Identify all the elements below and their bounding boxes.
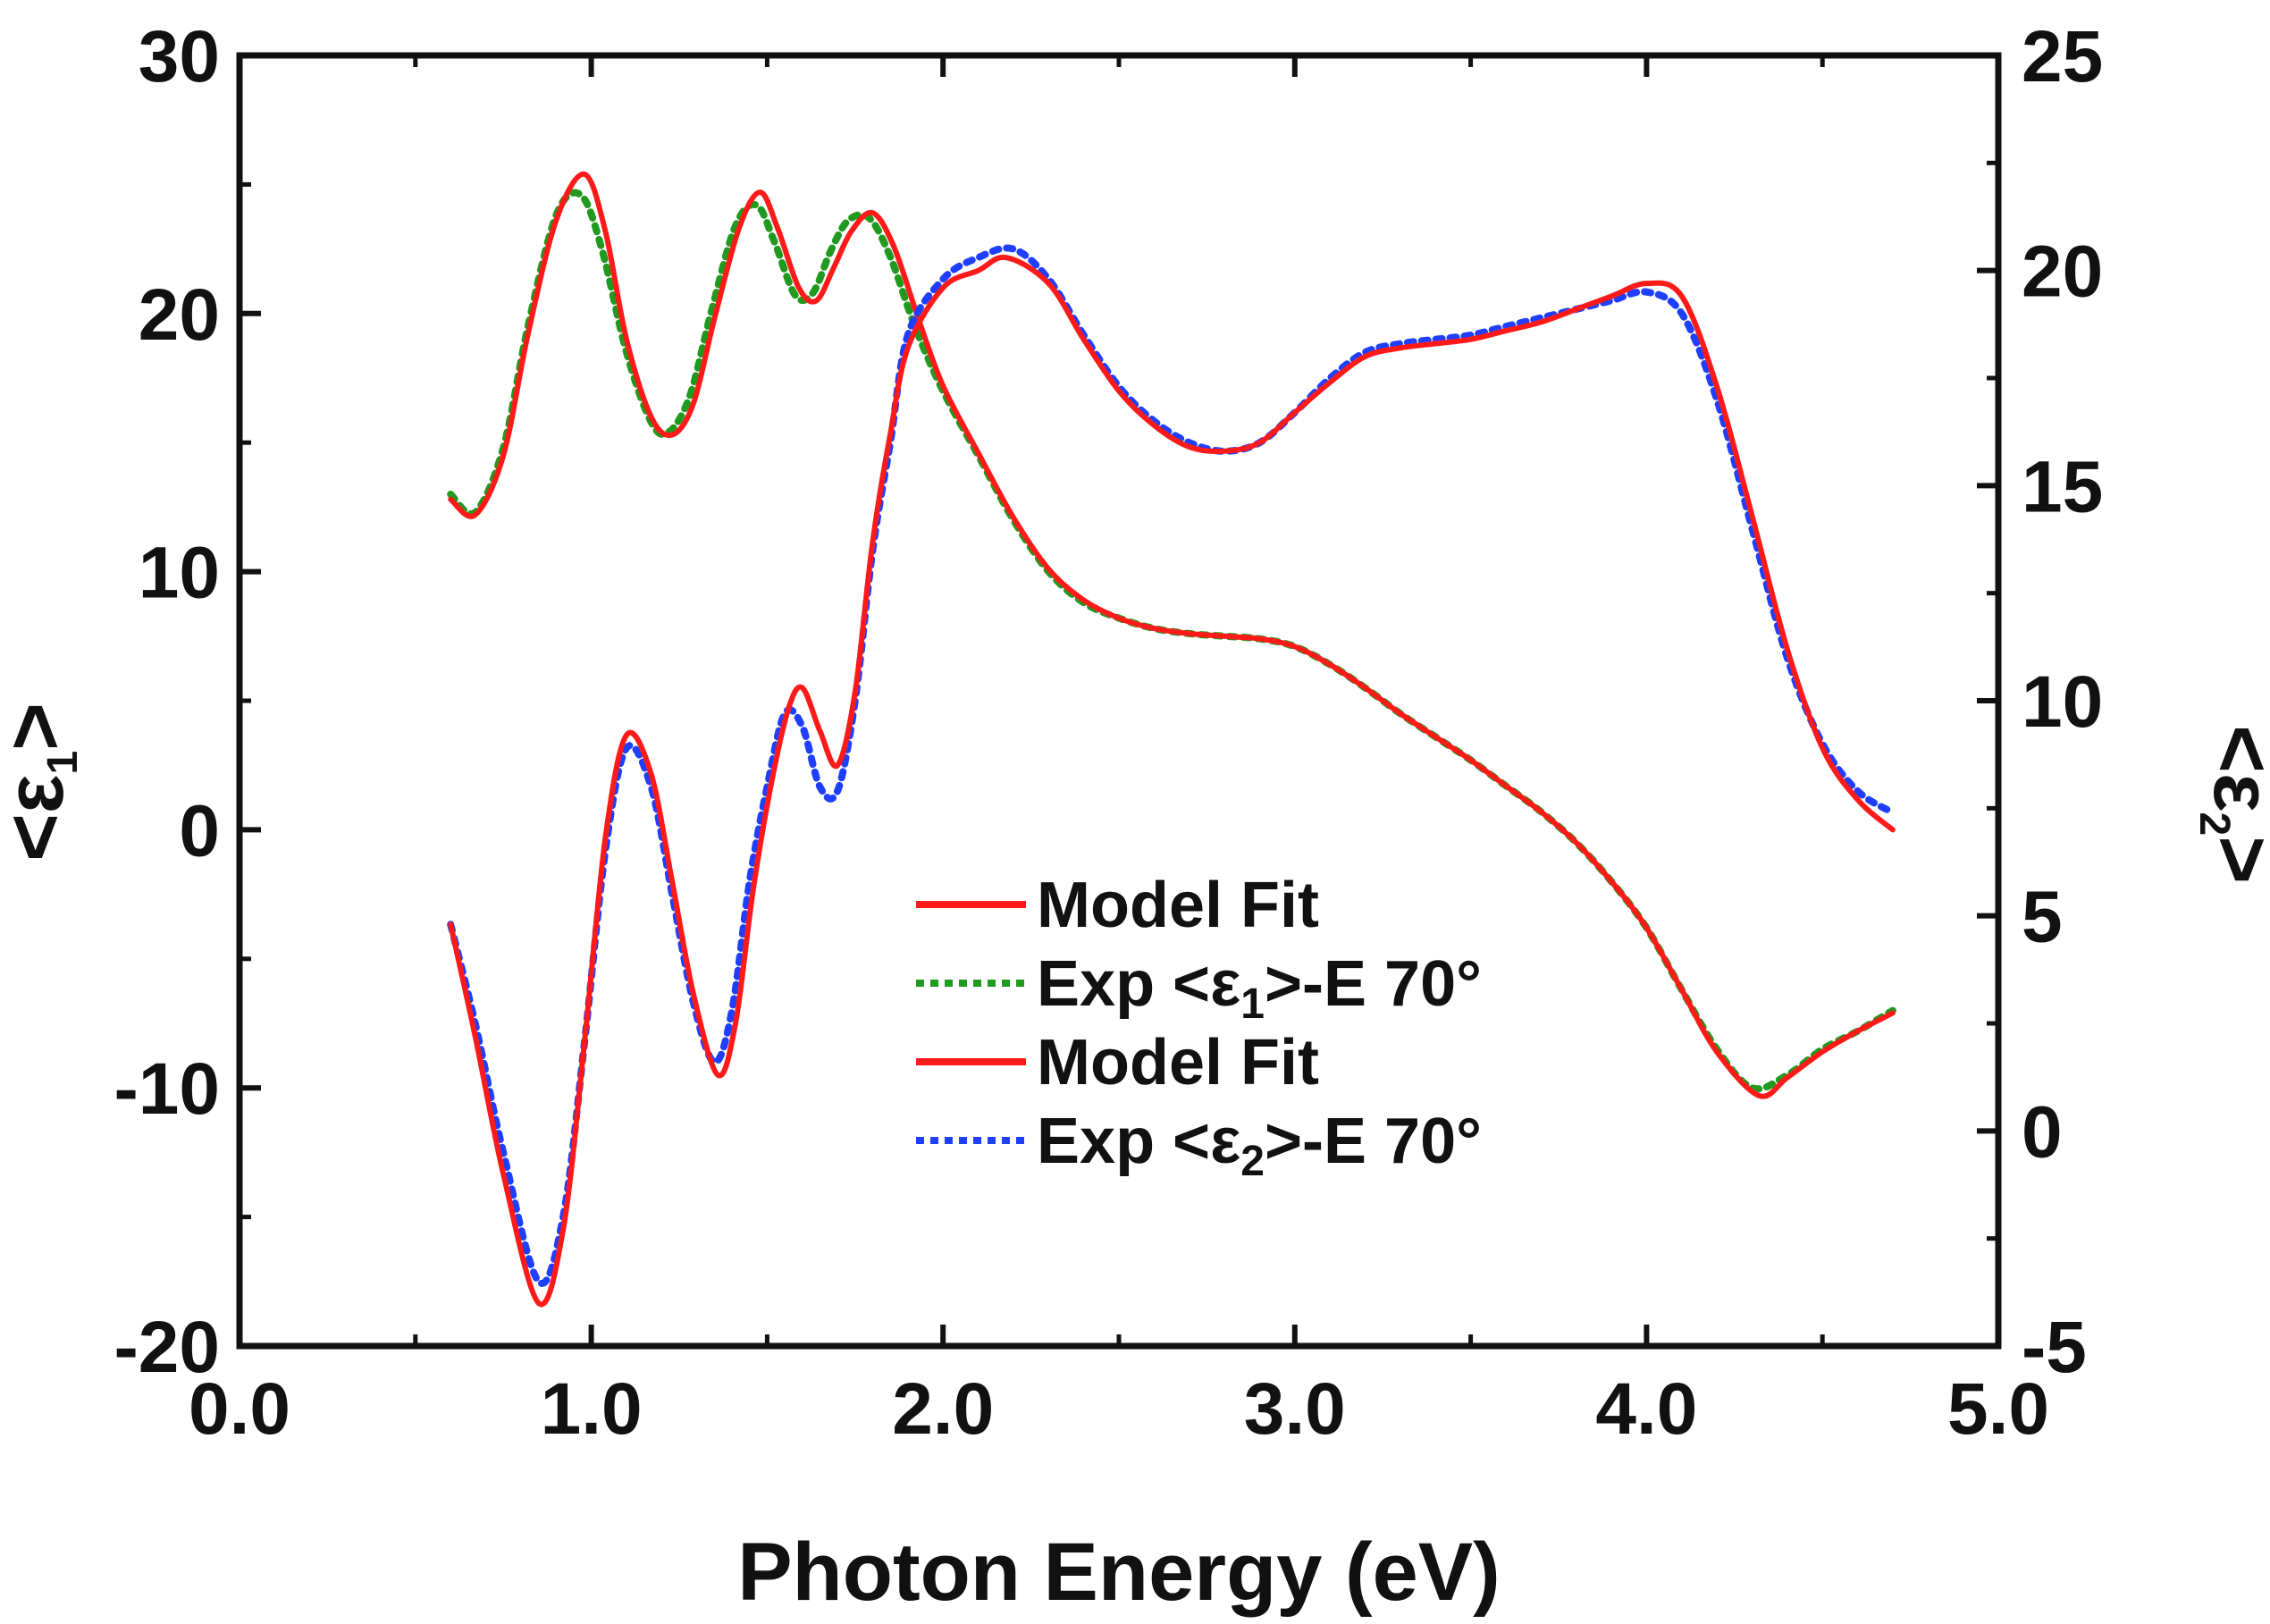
x-tick-label: 3.0 (1244, 1368, 1346, 1450)
legend-label-model-fit-1: Model Fit (1037, 870, 1319, 941)
legend-exp-e2-prefix: Exp <ε (1037, 1106, 1240, 1177)
y-right-title-close: > (2197, 836, 2270, 884)
legend-exp-e1-prefix: Exp <ε (1037, 948, 1240, 1020)
y-left-title-symbol: ε (0, 775, 80, 814)
y-right-tick-label: 10 (2022, 661, 2103, 743)
legend-exp-e1-suffix: >-E 70° (1265, 948, 1482, 1020)
series-model-fit-e1 (448, 171, 1896, 1099)
x-tick-label: 4.0 (1595, 1368, 1697, 1450)
legend-exp-e2-sub: 2 (1240, 1138, 1265, 1185)
y-left-tick-label: 20 (139, 274, 220, 356)
legend-label-model-fit-2: Model Fit (1037, 1027, 1319, 1098)
y-right-title-sub: 2 (2190, 812, 2238, 836)
y-left-title-close: > (0, 703, 80, 751)
legend-label-exp-e1: Exp <ε1>-E 70° (1037, 948, 1482, 1028)
y-left-tick-label: -20 (114, 1307, 220, 1388)
y-left-tick-label: 0 (179, 790, 220, 871)
x-tick-label: 5.0 (1947, 1368, 2049, 1450)
plot-area (236, 52, 2002, 1350)
x-tick-label: 2.0 (892, 1368, 994, 1450)
y-left-axis-ticks: -20 -10 0 10 20 30 (114, 16, 261, 1388)
y-right-axis-title: <ε2> (2190, 725, 2270, 884)
x-axis-title: Photon Energy (eV) (737, 1527, 1501, 1618)
y-left-tick-label: -10 (114, 1048, 220, 1130)
y-right-tick-label: 0 (2022, 1091, 2063, 1173)
y-right-tick-label: 15 (2022, 446, 2103, 527)
legend: Model Fit Exp <ε1>-E 70° Model Fit Exp <… (916, 870, 1482, 1185)
y-right-title-open: < (2197, 725, 2270, 773)
legend-exp-e1-sub: 1 (1240, 980, 1265, 1028)
series-model-fit-e2 (448, 254, 1896, 1308)
legend-exp-e2-suffix: >-E 70° (1265, 1106, 1482, 1177)
series-layer (447, 171, 1896, 1308)
x-axis-ticks: 0.0 1.0 2.0 3.0 4.0 5.0 (189, 55, 2049, 1450)
y-right-axis-ticks: -5 0 5 10 15 20 25 (1977, 16, 2103, 1388)
y-left-tick-label: 30 (139, 16, 220, 97)
x-tick-label: 0.0 (189, 1368, 290, 1450)
y-left-title-sub: 1 (39, 751, 87, 775)
legend-label-exp-e2: Exp <ε2>-E 70° (1037, 1106, 1482, 1185)
y-left-tick-label: 10 (139, 533, 220, 614)
y-right-tick-label: 5 (2022, 877, 2063, 958)
y-right-tick-label: -5 (2022, 1307, 2087, 1388)
y-right-tick-label: 25 (2022, 16, 2103, 97)
y-right-tick-label: 20 (2022, 231, 2103, 313)
y-left-axis-title: <ε1> (0, 703, 87, 862)
x-tick-label: 1.0 (541, 1368, 643, 1450)
series-exp-e2 (447, 244, 1896, 1287)
y-left-title-open: < (0, 813, 80, 862)
y-right-title-symbol: ε (2197, 773, 2270, 812)
